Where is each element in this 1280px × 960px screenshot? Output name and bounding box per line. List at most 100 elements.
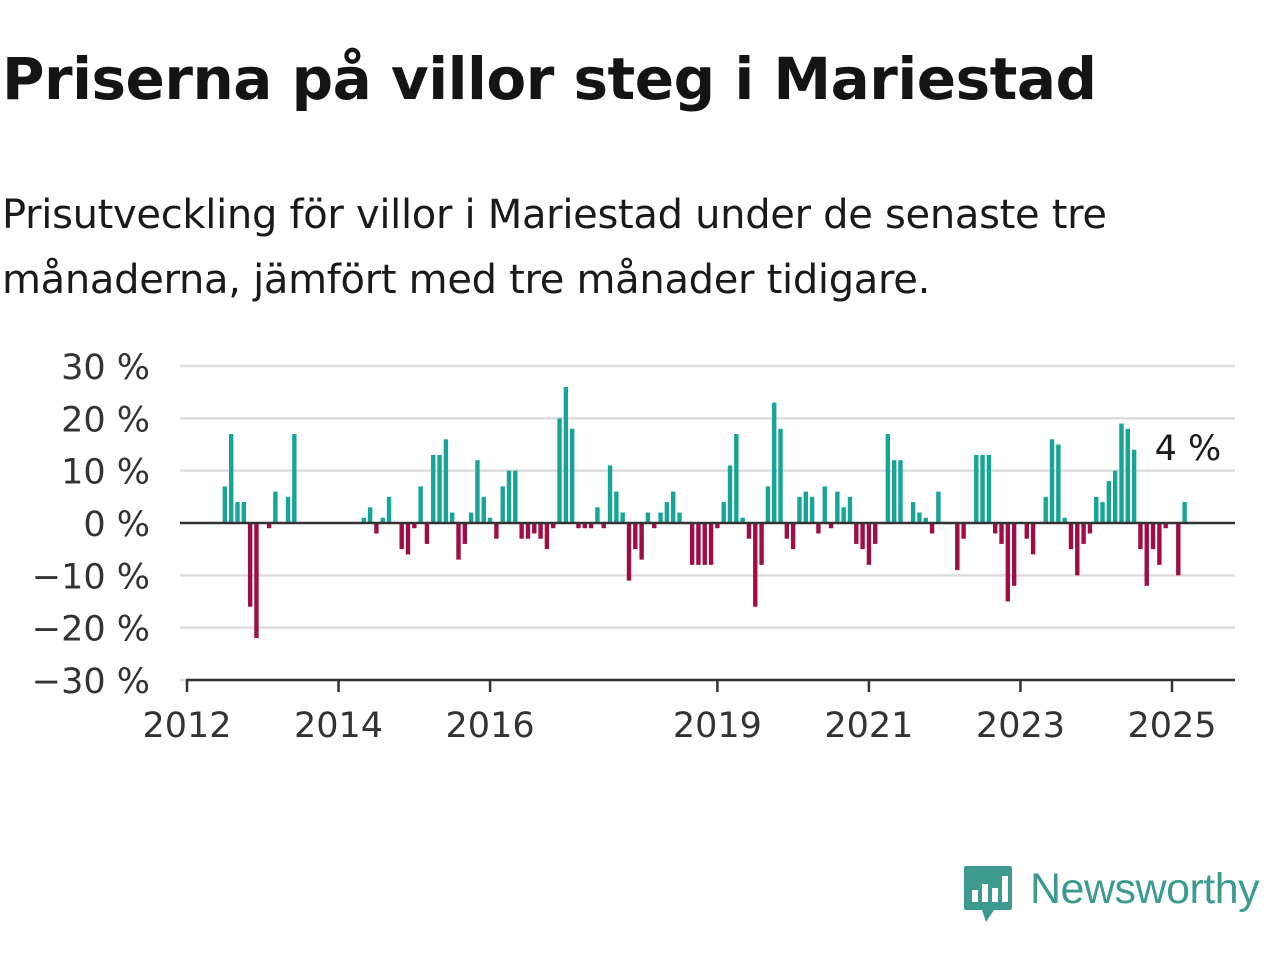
y-tick-label: 30 % bbox=[61, 348, 150, 388]
bar-2021-10 bbox=[923, 517, 928, 523]
y-tick-label: −30 % bbox=[32, 662, 150, 702]
bars bbox=[222, 386, 1187, 639]
x-tick-label: 2012 bbox=[142, 706, 231, 746]
bar-2017-02 bbox=[569, 428, 575, 523]
bar-2021-06 bbox=[898, 460, 903, 523]
bar-2016-03 bbox=[500, 486, 505, 523]
bar-2023-11 bbox=[1081, 523, 1086, 544]
bar-2016-12 bbox=[557, 418, 562, 523]
bar-2013-05 bbox=[285, 496, 291, 523]
price-change-bar-chart: 30 %20 %10 %0 %−10 %−20 %−30 % 2012 2014 2… bbox=[32, 348, 1235, 746]
bar-2019-10 bbox=[772, 402, 777, 523]
bar-2021-01 bbox=[866, 523, 872, 565]
bar-2013-06 bbox=[292, 434, 297, 523]
bar-2015-07 bbox=[449, 512, 455, 523]
bar-2014-09 bbox=[386, 496, 392, 523]
bar-2020-09 bbox=[841, 507, 846, 523]
bar-2020-07 bbox=[828, 523, 834, 529]
bar-2019-05 bbox=[740, 517, 745, 523]
bar-2012-10 bbox=[241, 502, 247, 523]
bar-2018-07 bbox=[677, 512, 682, 523]
bar-2023-05 bbox=[1043, 496, 1048, 523]
bar-2017-07 bbox=[601, 523, 606, 529]
bar-2024-06 bbox=[1125, 428, 1130, 523]
bar-2020-01 bbox=[790, 523, 796, 550]
bar-2018-11 bbox=[702, 523, 707, 565]
bar-2014-05 bbox=[361, 517, 366, 523]
bar-2018-02 bbox=[645, 512, 651, 523]
bar-2024-10 bbox=[1150, 523, 1156, 550]
bar-2022-12 bbox=[1011, 523, 1017, 586]
bar-2022-07 bbox=[980, 454, 985, 523]
bar-2017-08 bbox=[607, 465, 613, 523]
bar-2022-09 bbox=[993, 523, 998, 534]
bar-2015-08 bbox=[456, 523, 461, 560]
bar-2023-03 bbox=[1030, 523, 1036, 555]
bar-2012-12 bbox=[254, 523, 259, 639]
bar-2019-01 bbox=[715, 523, 720, 529]
x-tick-label: 2025 bbox=[1127, 706, 1216, 746]
bar-2023-12 bbox=[1087, 523, 1093, 534]
bar-2021-11 bbox=[929, 523, 935, 534]
bar-2024-05 bbox=[1119, 423, 1124, 523]
bar-2015-03 bbox=[424, 523, 430, 544]
bar-2013-02 bbox=[266, 523, 272, 529]
bar-2019-07 bbox=[753, 523, 758, 607]
bar-2021-02 bbox=[873, 523, 878, 544]
bar-2018-06 bbox=[670, 491, 676, 523]
bar-2019-09 bbox=[765, 486, 771, 523]
bar-2022-10 bbox=[999, 523, 1004, 544]
bar-2017-04 bbox=[582, 523, 587, 529]
bar-2017-03 bbox=[576, 523, 581, 529]
bar-2018-10 bbox=[696, 523, 701, 565]
bar-2019-06 bbox=[746, 523, 752, 539]
bar-2015-10 bbox=[468, 512, 474, 523]
bar-2017-01 bbox=[563, 386, 569, 523]
y-tick-label: 10 % bbox=[61, 453, 150, 493]
bar-2024-01 bbox=[1094, 496, 1099, 523]
bar-2024-09 bbox=[1144, 523, 1149, 586]
bar-2019-12 bbox=[784, 523, 790, 539]
bar-2014-08 bbox=[380, 517, 385, 523]
bar-2020-03 bbox=[803, 491, 808, 523]
bar-2018-05 bbox=[664, 502, 670, 523]
bar-2021-12 bbox=[936, 491, 941, 523]
chart-title: Priserna på villor steg i Mariestad bbox=[2, 45, 1097, 113]
bar-2014-11 bbox=[399, 523, 404, 550]
bar-2023-02 bbox=[1024, 523, 1029, 539]
bar-2025-02 bbox=[1176, 523, 1181, 576]
bar-2016-08 bbox=[532, 523, 537, 534]
newsworthy-logo: Newsworthy bbox=[962, 864, 1260, 928]
axes bbox=[180, 521, 1235, 692]
y-tick-label: 20 % bbox=[61, 400, 150, 440]
bar-2024-11 bbox=[1157, 523, 1162, 565]
bar-2016-01 bbox=[487, 517, 493, 523]
bar-2021-05 bbox=[891, 460, 897, 523]
bar-2021-04 bbox=[885, 434, 891, 523]
bar-2016-02 bbox=[494, 523, 499, 539]
chart-subtitle: Prisutveckling för villor i Mariestad un… bbox=[2, 192, 1107, 303]
bar-2016-05 bbox=[513, 470, 518, 523]
bar-2017-11 bbox=[626, 523, 632, 581]
bar-2024-12 bbox=[1163, 523, 1168, 529]
bar-2020-08 bbox=[835, 491, 840, 523]
bar-2016-06 bbox=[519, 523, 524, 539]
bar-2023-09 bbox=[1068, 523, 1074, 550]
bar-2015-06 bbox=[443, 439, 449, 523]
x-tick-label: 2021 bbox=[824, 706, 913, 746]
y-tick-label: −10 % bbox=[32, 557, 150, 597]
bar-2018-03 bbox=[652, 523, 657, 529]
bar-2020-11 bbox=[854, 523, 859, 544]
bar-2020-05 bbox=[816, 523, 821, 534]
x-tick-label: 2023 bbox=[976, 706, 1065, 746]
bar-2020-10 bbox=[847, 496, 853, 523]
bar-2019-08 bbox=[759, 523, 764, 565]
newsworthy-logo-icon bbox=[964, 866, 1012, 922]
bar-2017-12 bbox=[633, 523, 638, 550]
bar-2019-11 bbox=[778, 428, 783, 523]
bar-2019-03 bbox=[727, 465, 733, 523]
bar-2018-04 bbox=[658, 512, 663, 523]
bar-2021-09 bbox=[917, 512, 922, 523]
bar-2020-02 bbox=[797, 496, 802, 523]
bar-2015-09 bbox=[462, 523, 468, 544]
